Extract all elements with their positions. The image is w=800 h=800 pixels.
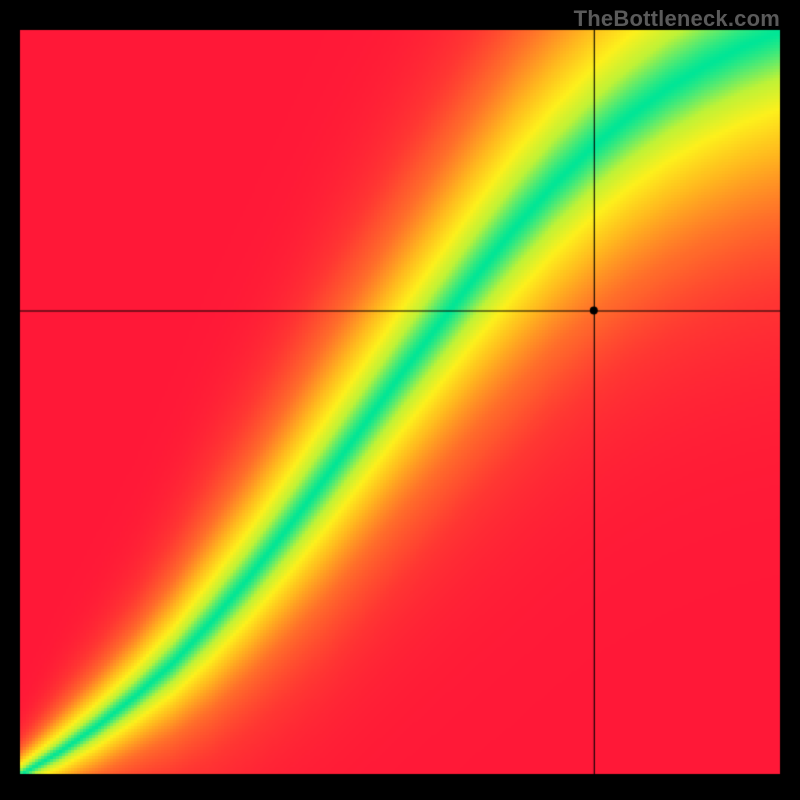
bottleneck-heatmap (0, 0, 800, 800)
chart-container: { "watermark": { "text": "TheBottleneck.… (0, 0, 800, 800)
watermark-text: TheBottleneck.com (574, 6, 780, 32)
